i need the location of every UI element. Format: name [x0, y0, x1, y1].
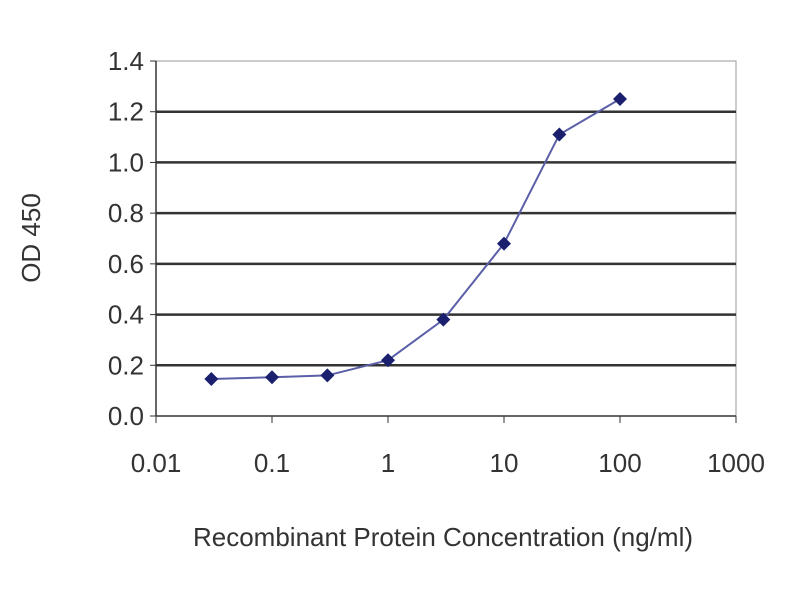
data-point	[436, 312, 451, 327]
y-tick-label: 1.4	[108, 46, 144, 76]
y-tick-label: 0.2	[108, 350, 144, 380]
x-tick-label: 1	[381, 448, 395, 478]
x-tick-label: 0.1	[254, 448, 290, 478]
y-tick-label: 0.4	[108, 300, 144, 330]
data-point	[381, 353, 395, 368]
x-tick-label: 1000	[707, 448, 765, 478]
data-point	[320, 368, 335, 383]
y-tick-label: 0.8	[108, 198, 144, 228]
y-tick-label: 1.2	[108, 97, 144, 127]
data-point	[497, 236, 511, 251]
plot-area	[155, 60, 737, 417]
data-point	[204, 371, 219, 386]
x-tick-label: 0.01	[131, 448, 182, 478]
x-axis-label: Recombinant Protein Concentration (ng/ml…	[193, 522, 693, 552]
x-tick-label: 100	[598, 448, 641, 478]
y-tick-label: 0.0	[108, 401, 144, 431]
data-point	[552, 127, 567, 142]
data-point	[613, 92, 627, 107]
data-point	[265, 370, 279, 385]
x-tick-label: 10	[490, 448, 519, 478]
y-axis-label: OD 450	[16, 193, 46, 283]
series-line	[211, 98, 621, 380]
y-tick-label: 1.0	[108, 147, 144, 177]
y-tick-label: 0.6	[108, 249, 144, 279]
